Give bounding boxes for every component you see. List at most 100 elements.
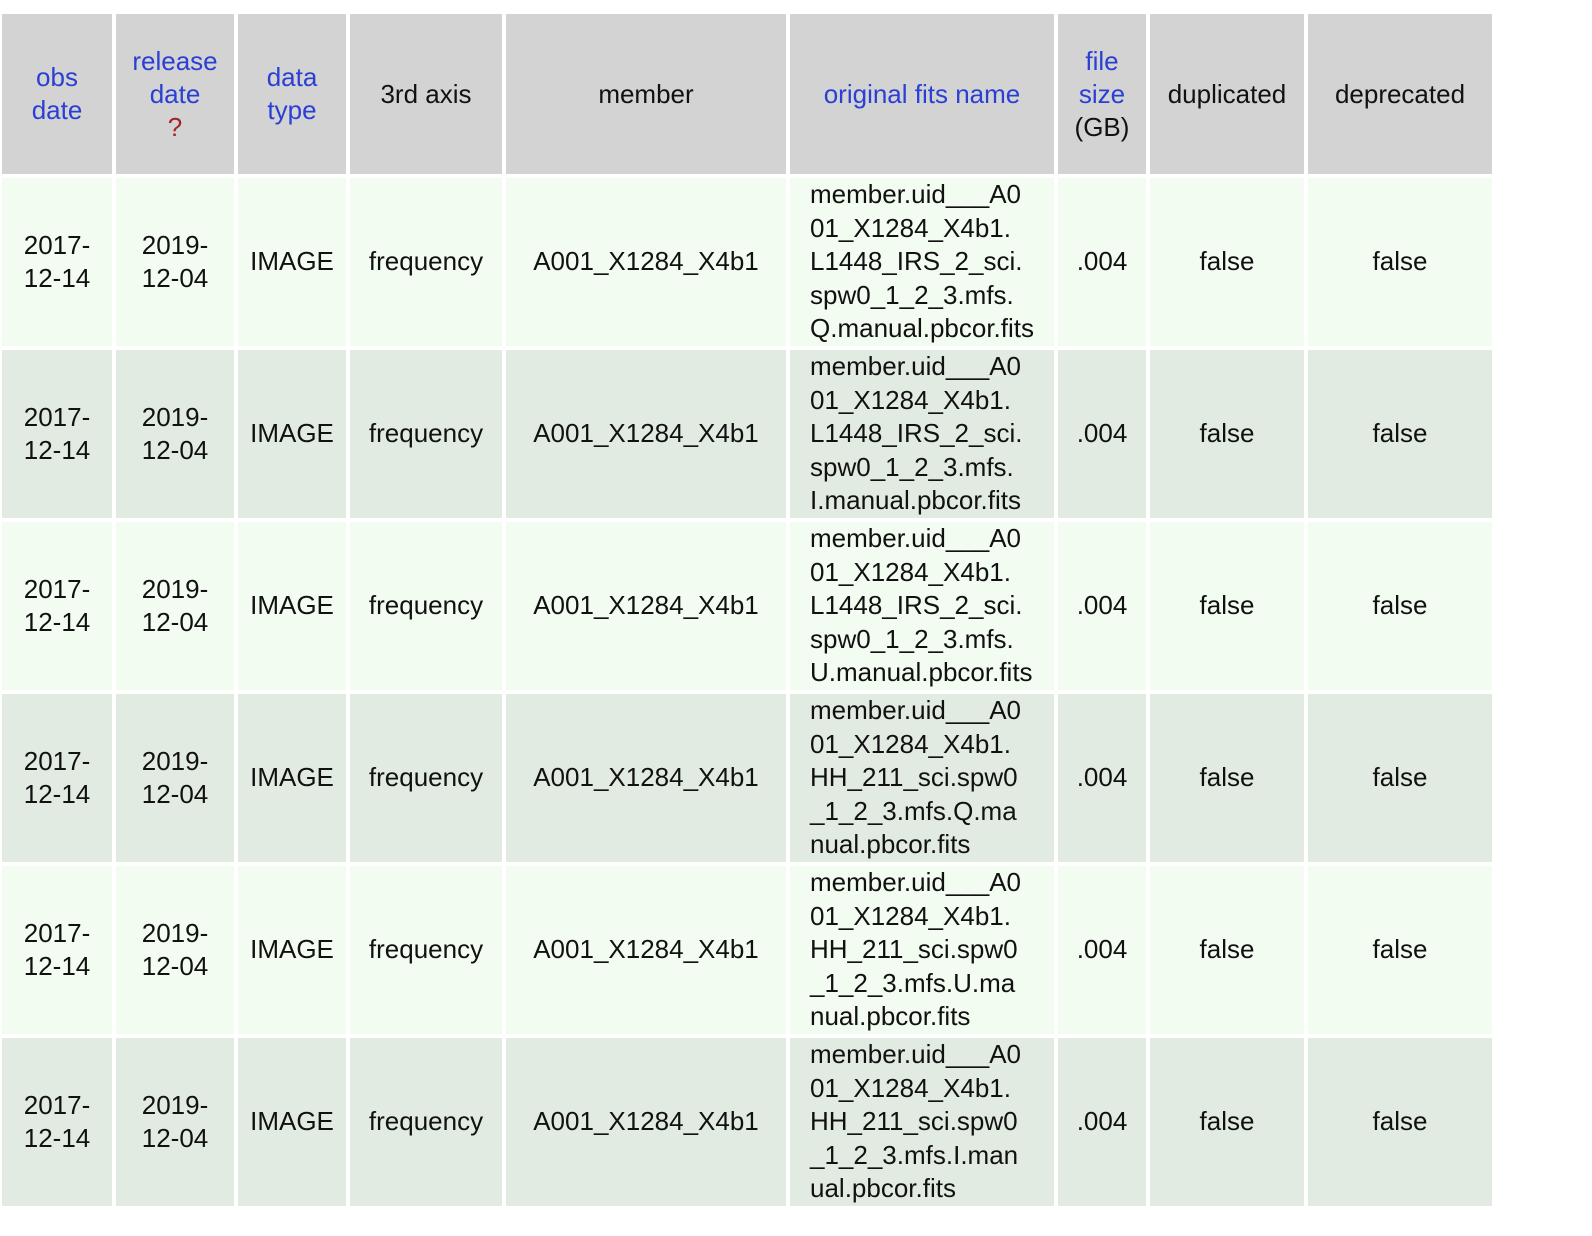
fits-name-part: 01_X1284_X4b1. — [810, 212, 1011, 243]
fits-name-part: _1_2_3.mfs.Q.ma — [810, 795, 1017, 826]
results-table: obs date release date ? data type 3rd ax… — [0, 10, 1496, 1210]
cell-duplicated: false — [1150, 178, 1304, 346]
fits-name-part: spw0_1_2_3.mfs. — [810, 623, 1014, 654]
fits-name-part: nual.pbcor.fits — [810, 829, 971, 860]
cell-obs-date: 2017- 12-14 — [2, 1038, 112, 1206]
fits-name-part: 01_X1284_X4b1. — [810, 384, 1011, 415]
header-obs-date[interactable]: obs date — [2, 14, 112, 174]
cell-obs-date: 2017- 12-14 — [2, 866, 112, 1034]
cell-deprecated: false — [1308, 522, 1492, 690]
cell-data-type: IMAGE — [238, 1038, 346, 1206]
fits-name-part: member.uid___A0 — [810, 695, 1022, 726]
obs-date-part: 2017- — [23, 229, 91, 260]
header-release-date[interactable]: release date ? — [116, 14, 234, 174]
cell-fits-name: member.uid___A0 01_X1284_X4b1. HH_211_sci.… — [790, 694, 1054, 862]
cell-release-date: 2019- 12-04 — [116, 178, 234, 346]
fits-name-part: 01_X1284_X4b1. — [810, 900, 1011, 931]
cell-data-type: IMAGE — [238, 178, 346, 346]
obs-date-part: 12-14 — [23, 951, 91, 981]
cell-member: A001_X1284_X4b1 — [506, 694, 786, 862]
cell-duplicated: false — [1150, 694, 1304, 862]
release-date-part: 2019- — [141, 745, 209, 776]
file-size-header-line1[interactable]: file — [1085, 45, 1119, 76]
fits-name-part: I.manual.pbcor.fits — [810, 485, 1021, 516]
fits-name-part: member.uid___A0 — [810, 179, 1022, 210]
fits-name-part: member.uid___A0 — [810, 523, 1022, 554]
fits-name-part: U.manual.pbcor.fits — [810, 657, 1033, 688]
obs-date-part: 2017- — [23, 917, 91, 948]
header-third-axis: 3rd axis — [350, 14, 502, 174]
cell-member: A001_X1284_X4b1 — [506, 522, 786, 690]
release-date-part: 12-04 — [141, 435, 209, 465]
fits-name-part: L1448_IRS_2_sci. — [810, 590, 1023, 621]
data-type-header-line2[interactable]: type — [267, 95, 317, 125]
obs-date-part: 12-14 — [23, 263, 91, 293]
fits-name-part: L1448_IRS_2_sci. — [810, 246, 1023, 277]
obs-date-header-line1[interactable]: obs — [36, 62, 78, 92]
cell-data-type: IMAGE — [238, 522, 346, 690]
fits-name-part: spw0_1_2_3.mfs. — [810, 451, 1014, 482]
header-data-type[interactable]: data type — [238, 14, 346, 174]
obs-date-header-line2[interactable]: date — [31, 95, 83, 125]
table-row: 2017- 12-14 2019- 12-04 IMAGE frequency A0… — [2, 350, 1492, 518]
release-date-header-line2[interactable]: date — [149, 78, 201, 109]
cell-release-date: 2019- 12-04 — [116, 522, 234, 690]
member-header-label: member — [598, 78, 694, 109]
header-original-fits-name[interactable]: original fits name — [790, 14, 1054, 174]
fits-name-part: 01_X1284_X4b1. — [810, 1072, 1011, 1103]
deprecated-header-label: deprecated — [1334, 78, 1466, 109]
header-duplicated: duplicated — [1150, 14, 1304, 174]
cell-duplicated: false — [1150, 1038, 1304, 1206]
cell-third-axis: frequency — [350, 178, 502, 346]
cell-third-axis: frequency — [350, 866, 502, 1034]
file-size-header-line2[interactable]: size — [1078, 78, 1126, 109]
cell-release-date: 2019- 12-04 — [116, 350, 234, 518]
cell-obs-date: 2017- 12-14 — [2, 694, 112, 862]
file-size-unit-label: (GB) — [1074, 111, 1130, 142]
cell-file-size: .004 — [1058, 350, 1146, 518]
cell-deprecated: false — [1308, 1038, 1492, 1206]
header-file-size[interactable]: file size (GB) — [1058, 14, 1146, 174]
obs-date-part: 2017- — [23, 745, 91, 776]
obs-date-part: 12-14 — [23, 435, 91, 465]
fits-name-part: HH_211_sci.spw0 — [810, 1106, 1018, 1137]
fits-name-part: spw0_1_2_3.mfs. — [810, 279, 1014, 310]
cell-file-size: .004 — [1058, 694, 1146, 862]
data-type-header-line1[interactable]: data — [266, 62, 318, 92]
cell-deprecated: false — [1308, 178, 1492, 346]
cell-file-size: .004 — [1058, 178, 1146, 346]
obs-date-part: 12-14 — [23, 607, 91, 637]
release-date-help-link[interactable]: ? — [167, 111, 183, 142]
fits-name-part: 01_X1284_X4b1. — [810, 556, 1011, 587]
table-row: 2017- 12-14 2019- 12-04 IMAGE frequency A0… — [2, 1038, 1492, 1206]
release-date-header-line1[interactable]: release — [132, 45, 218, 76]
cell-data-type: IMAGE — [238, 866, 346, 1034]
header-member: member — [506, 14, 786, 174]
release-date-part: 2019- — [141, 573, 209, 604]
cell-fits-name: member.uid___A0 01_X1284_X4b1. HH_211_sci.… — [790, 1038, 1054, 1206]
cell-member: A001_X1284_X4b1 — [506, 866, 786, 1034]
fits-name-part: ual.pbcor.fits — [810, 1173, 956, 1204]
table-row: 2017- 12-14 2019- 12-04 IMAGE frequency A0… — [2, 866, 1492, 1034]
fits-name-part: member.uid___A0 — [810, 1039, 1022, 1070]
release-date-part: 12-04 — [141, 951, 209, 981]
fits-name-part: _1_2_3.mfs.I.man — [810, 1139, 1019, 1170]
duplicated-header-label: duplicated — [1167, 78, 1287, 109]
cell-third-axis: frequency — [350, 350, 502, 518]
cell-member: A001_X1284_X4b1 — [506, 178, 786, 346]
fits-name-part: 01_X1284_X4b1. — [810, 728, 1011, 759]
cell-member: A001_X1284_X4b1 — [506, 350, 786, 518]
cell-fits-name: member.uid___A0 01_X1284_X4b1. L1448_IRS_2… — [790, 178, 1054, 346]
cell-fits-name: member.uid___A0 01_X1284_X4b1. L1448_IRS_2… — [790, 522, 1054, 690]
table-row: 2017- 12-14 2019- 12-04 IMAGE frequency A0… — [2, 178, 1492, 346]
original-fits-name-header-label[interactable]: original fits name — [823, 78, 1021, 109]
cell-duplicated: false — [1150, 866, 1304, 1034]
cell-obs-date: 2017- 12-14 — [2, 178, 112, 346]
cell-deprecated: false — [1308, 866, 1492, 1034]
release-date-part: 12-04 — [141, 263, 209, 293]
cell-deprecated: false — [1308, 350, 1492, 518]
cell-duplicated: false — [1150, 350, 1304, 518]
cell-obs-date: 2017- 12-14 — [2, 522, 112, 690]
cell-release-date: 2019- 12-04 — [116, 1038, 234, 1206]
release-date-part: 12-04 — [141, 779, 209, 809]
